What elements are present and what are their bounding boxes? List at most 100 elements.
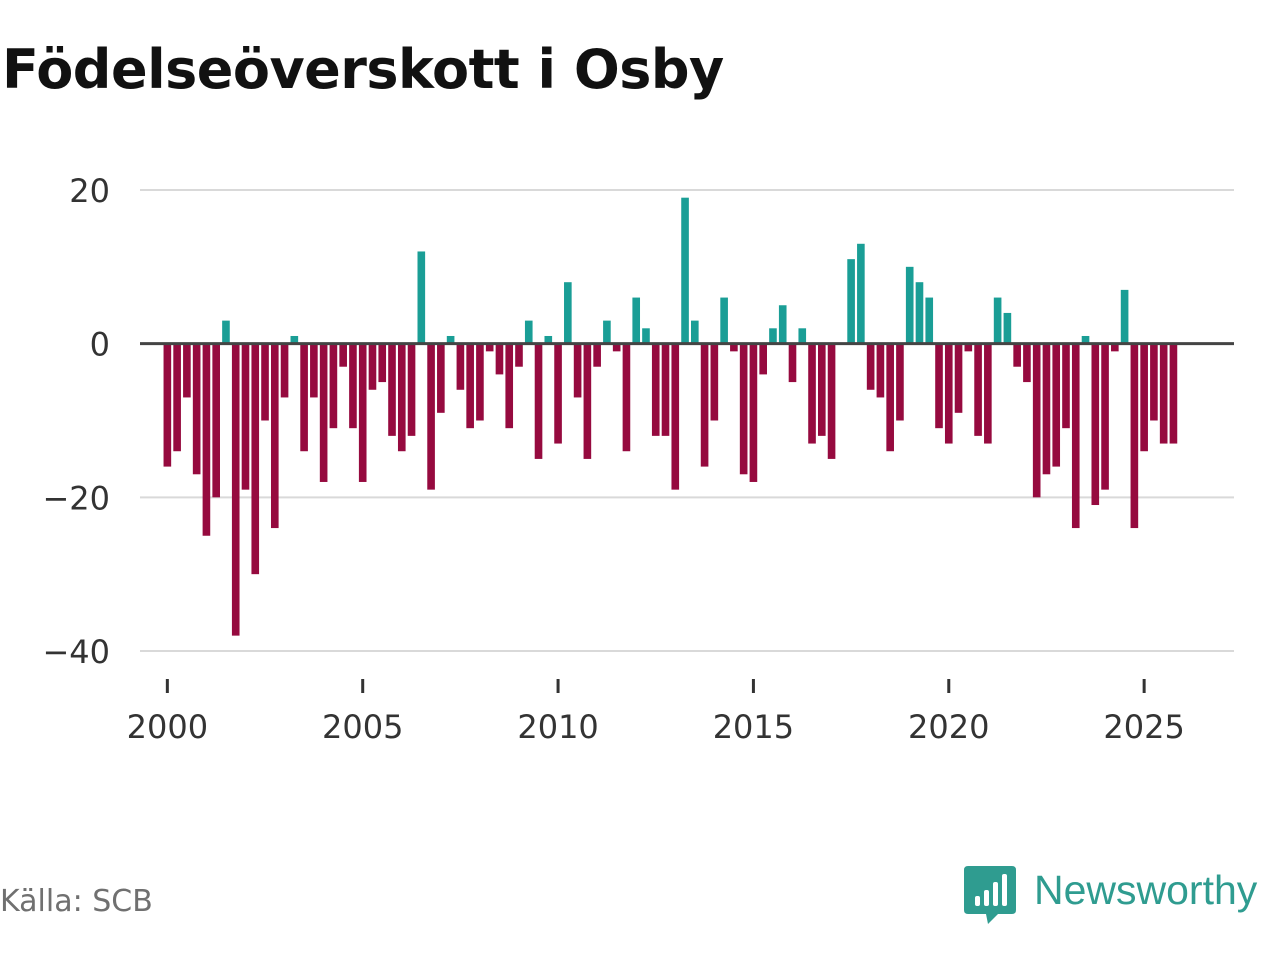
bar	[417, 251, 426, 344]
bar-chart: 20 0 −20 −40 2000 2005 2010 2015 2020 2025	[42, 172, 1234, 746]
bar	[437, 343, 445, 413]
bar	[280, 343, 289, 398]
bar	[1101, 343, 1109, 490]
bar	[642, 328, 650, 344]
x-tick-label: 2005	[322, 708, 403, 746]
bar	[212, 343, 220, 498]
bar	[984, 343, 992, 444]
bar	[857, 243, 865, 344]
bar	[827, 343, 836, 459]
bar	[1120, 289, 1129, 344]
bar	[300, 343, 308, 452]
bar	[397, 343, 406, 452]
bar	[769, 328, 777, 344]
bar	[915, 282, 924, 344]
bars	[163, 197, 1178, 636]
bar	[876, 343, 885, 398]
bar	[651, 343, 660, 436]
bar	[905, 266, 914, 344]
bar	[554, 343, 562, 444]
bar	[808, 343, 816, 444]
bar	[739, 343, 748, 475]
bar	[261, 343, 269, 421]
bar	[456, 343, 465, 390]
bar	[270, 343, 279, 529]
bar	[730, 343, 738, 352]
bar	[368, 343, 377, 390]
bar	[310, 343, 318, 398]
bar	[886, 343, 894, 452]
bar	[192, 343, 201, 475]
bar	[319, 343, 328, 482]
bar	[505, 343, 514, 429]
bar	[1023, 343, 1031, 383]
bar	[993, 297, 1002, 344]
x-tick-label: 2015	[713, 708, 794, 746]
bar	[788, 343, 797, 383]
bar	[290, 335, 299, 344]
bar	[778, 305, 787, 344]
bar	[163, 343, 172, 467]
bar	[954, 343, 963, 413]
bar	[1159, 343, 1168, 444]
bar	[1111, 343, 1119, 352]
bar	[183, 343, 191, 398]
bar	[1169, 343, 1178, 444]
bar	[583, 343, 592, 459]
bar	[1042, 343, 1051, 475]
brand-name: Newsworthy	[1034, 866, 1258, 913]
y-tick-label: 0	[90, 326, 110, 364]
bar	[700, 343, 709, 467]
gridlines	[140, 189, 1234, 652]
bar	[358, 343, 367, 482]
bar	[446, 335, 455, 344]
bar	[1071, 343, 1080, 529]
bar	[231, 343, 240, 636]
x-axis: 2000 2005 2010 2015 2020 2025	[127, 679, 1185, 746]
bar	[329, 343, 338, 429]
y-tick-label: 20	[69, 172, 110, 210]
bar	[1013, 343, 1021, 367]
bar	[612, 343, 621, 352]
bar	[661, 343, 670, 436]
bar	[632, 297, 641, 344]
bar	[622, 343, 631, 452]
bar	[1150, 343, 1158, 421]
bar	[671, 343, 680, 490]
bar	[1062, 343, 1070, 429]
bar	[544, 335, 553, 344]
bar	[1091, 343, 1100, 506]
bar	[515, 343, 523, 367]
x-tick-label: 2000	[127, 708, 208, 746]
bar	[222, 320, 230, 344]
y-tick-label: −20	[42, 479, 110, 517]
x-tick-label: 2020	[908, 708, 989, 746]
bar	[564, 282, 572, 344]
bar	[466, 343, 474, 429]
bar	[495, 343, 504, 375]
bar	[593, 343, 601, 367]
bar	[349, 343, 357, 429]
bar	[476, 343, 484, 421]
x-tick-label: 2010	[517, 708, 598, 746]
bar	[407, 343, 416, 436]
bar	[524, 320, 533, 344]
bar	[485, 343, 494, 352]
bar	[534, 343, 543, 459]
bar	[339, 343, 347, 367]
bar	[759, 343, 767, 375]
bar	[681, 197, 689, 344]
bar	[974, 343, 982, 436]
bar	[573, 343, 582, 398]
bar	[378, 343, 387, 383]
y-axis-labels: 20 0 −20 −40	[42, 172, 110, 671]
bar	[251, 343, 260, 575]
bar	[691, 320, 699, 344]
chart-title: Födelseöverskott i Osby	[2, 38, 724, 101]
brand-logo[interactable]: Newsworthy	[964, 866, 1257, 926]
bar	[1032, 343, 1041, 498]
bar	[1052, 343, 1061, 467]
y-tick-label: −40	[42, 633, 110, 671]
bar	[925, 297, 934, 344]
bar	[710, 343, 719, 421]
